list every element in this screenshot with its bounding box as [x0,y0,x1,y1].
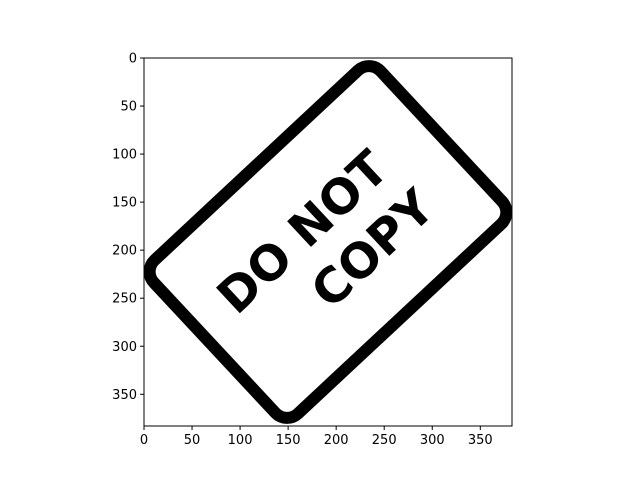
x-tick-label: 250 [372,433,397,448]
x-tick-label: 50 [184,433,201,448]
axes-frame [143,57,513,427]
stamp-border [143,60,513,424]
x-tick-label: 0 [140,433,148,448]
y-tick-label: 50 [120,100,137,115]
y-tick-label: 350 [112,388,137,403]
y-tick-label: 250 [112,292,137,307]
x-tick-label: 100 [228,433,253,448]
y-tick-label: 100 [112,148,137,163]
y-tick-label: 150 [112,196,137,211]
x-axis: 0 50 100 150 200 250 300 350 [140,426,493,448]
x-tick-label: 300 [420,433,445,448]
x-tick-label: 150 [276,433,301,448]
y-axis: 0 50 100 150 200 250 300 350 [112,52,144,403]
y-tick-label: 200 [112,244,137,259]
x-tick-label: 200 [324,433,349,448]
y-tick-label: 0 [129,52,137,67]
x-tick-label: 350 [468,433,493,448]
y-tick-label: 300 [112,340,137,355]
